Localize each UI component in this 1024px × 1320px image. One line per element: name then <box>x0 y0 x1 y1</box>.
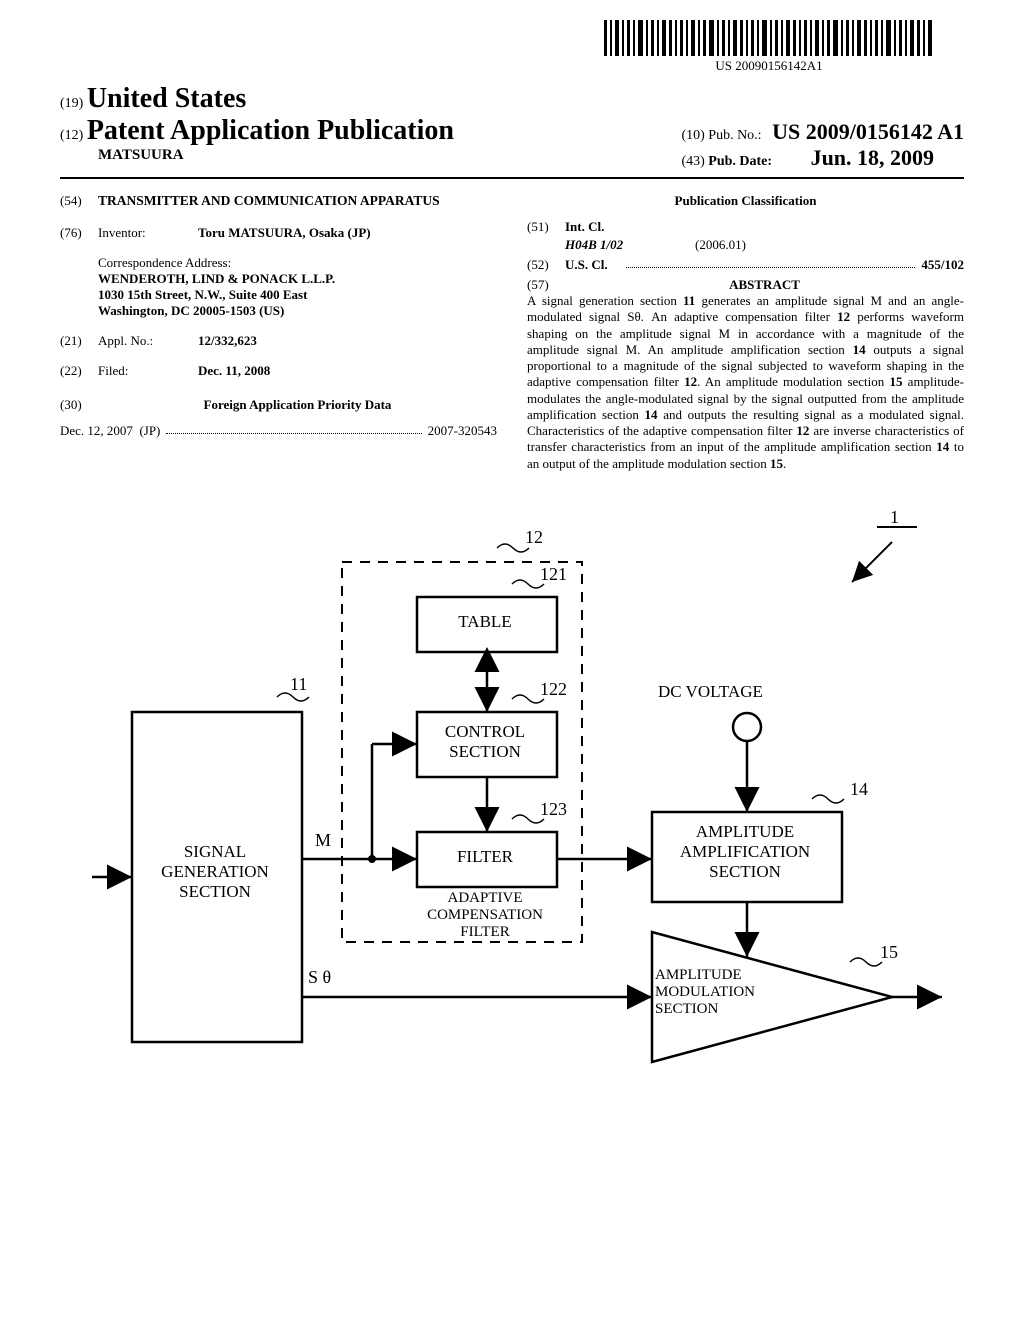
uscl-val: 455/102 <box>921 257 964 273</box>
prio-header: Foreign Application Priority Data <box>98 397 497 413</box>
fig-ref-14: 14 <box>850 779 868 800</box>
header-right: (10) Pub. No.: US 2009/0156142 A1 (43) P… <box>681 119 964 171</box>
header-pub-title: Patent Application Publication <box>87 115 454 146</box>
abstract-num: (57) <box>527 277 565 293</box>
abstract-header-row: (57) ABSTRACT <box>527 277 964 293</box>
filed-val: Dec. 11, 2008 <box>198 363 497 379</box>
prio-country: (JP) <box>139 423 160 439</box>
prio-date: Dec. 12, 2007 <box>60 423 133 439</box>
inventor-label: Inventor: <box>98 225 198 241</box>
corr-name: WENDEROTH, LIND & PONACK L.L.P. <box>98 271 497 287</box>
corr-addr1: 1030 15th Street, N.W., Suite 400 East <box>98 287 497 303</box>
header-country: United States <box>87 83 246 114</box>
pubno-num: (10) <box>681 128 704 143</box>
fig-ref-15: 15 <box>880 942 898 963</box>
pubdate-label: Pub. Date: <box>708 154 772 169</box>
fig-box-acf: ADAPTIVECOMPENSATIONFILTER <box>405 890 565 941</box>
inventor-num: (76) <box>60 225 98 241</box>
fig-ref-121: 121 <box>540 564 567 585</box>
fig-box-table: TABLE <box>415 612 555 632</box>
fig-label-stheta: S θ <box>308 967 331 988</box>
intcl-num: (51) <box>527 219 565 235</box>
corr-addr2: Washington, DC 20005-1503 (US) <box>98 303 497 319</box>
header-line2: (12) Patent Application Publication MATS… <box>60 115 964 171</box>
inventor-val: Toru MATSUURA, Osaka (JP) <box>198 225 497 241</box>
pub-class-header: Publication Classification <box>527 193 964 209</box>
appl-label: Appl. No.: <box>98 333 198 349</box>
fig-box-filter: FILTER <box>415 847 555 867</box>
uscl-num: (52) <box>527 257 565 273</box>
barcode-svg <box>604 20 934 56</box>
header: (19) United States (12) Patent Applicati… <box>60 83 964 171</box>
fig-label-dc: DC VOLTAGE <box>658 682 763 702</box>
header-left: (12) Patent Application Publication MATS… <box>60 115 454 164</box>
uscl-row: (52) U.S. Cl. 455/102 <box>527 257 964 273</box>
appl-num: (21) <box>60 333 98 349</box>
left-column: (54) TRANSMITTER AND COMMUNICATION APPAR… <box>60 193 497 472</box>
fig-ref-122: 122 <box>540 679 567 700</box>
fig-box-ampmod: AMPLITUDEMODULATIONSECTION <box>655 967 805 1018</box>
uscl-dots <box>626 257 915 268</box>
header-line1: (19) United States <box>60 83 964 115</box>
fig-ref-1: 1 <box>890 507 899 528</box>
prio-num: (30) <box>60 397 98 413</box>
right-column: Publication Classification (51) Int. Cl.… <box>527 193 964 472</box>
intcl-code-row: H04B 1/02 (2006.01) <box>565 237 964 253</box>
filed-row: (22) Filed: Dec. 11, 2008 <box>60 363 497 379</box>
correspondence-address: Correspondence Address: WENDEROTH, LIND … <box>98 255 497 319</box>
inventor-row: (76) Inventor: Toru MATSUURA, Osaka (JP) <box>60 225 497 241</box>
barcode-text: US 20090156142A1 <box>604 58 934 74</box>
pubdate-val: Jun. 18, 2009 <box>811 145 934 170</box>
header-num-12: (12) <box>60 128 83 143</box>
abstract-body: A signal generation section 11 generates… <box>527 293 964 472</box>
filed-num: (22) <box>60 363 98 379</box>
appl-row: (21) Appl. No.: 12/332,623 <box>60 333 497 349</box>
title-row: (54) TRANSMITTER AND COMMUNICATION APPAR… <box>60 193 497 209</box>
pubno-val: US 2009/0156142 A1 <box>772 119 964 144</box>
prio-val: 2007-320543 <box>428 423 497 439</box>
barcode: US 20090156142A1 <box>604 20 934 74</box>
figure: 1 11 12 121 122 123 14 15 M S θ DC VOLTA… <box>60 502 964 1122</box>
appl-val: 12/332,623 <box>198 333 497 349</box>
filed-label: Filed: <box>98 363 198 379</box>
intcl-label: Int. Cl. <box>565 219 604 235</box>
fig-ref-11: 11 <box>290 674 307 695</box>
barcode-area: US 20090156142A1 <box>60 20 934 75</box>
header-rule <box>60 177 964 179</box>
fig-box-control: CONTROLSECTION <box>415 722 555 762</box>
header-num-19: (19) <box>60 96 83 111</box>
figure-svg <box>60 502 964 1122</box>
fig-box-siggen: SIGNALGENERATIONSECTION <box>130 842 300 902</box>
pubdate-num: (43) <box>681 154 704 169</box>
invention-title: TRANSMITTER AND COMMUNICATION APPARATUS <box>98 193 440 209</box>
biblio-columns: (54) TRANSMITTER AND COMMUNICATION APPAR… <box>60 193 964 472</box>
fig-box-ampamp: AMPLITUDEAMPLIFICATIONSECTION <box>650 822 840 882</box>
title-num: (54) <box>60 193 98 209</box>
prio-header-row: (30) Foreign Application Priority Data <box>60 397 497 413</box>
pubno-label: Pub. No.: <box>708 128 761 143</box>
fig-ref-123: 123 <box>540 799 567 820</box>
prio-dots <box>166 423 421 434</box>
intcl-row: (51) Int. Cl. <box>527 219 964 235</box>
abstract-header: ABSTRACT <box>565 277 964 293</box>
uscl-label: U.S. Cl. <box>565 257 620 273</box>
intcl-date: (2006.01) <box>695 237 746 253</box>
fig-ref-12: 12 <box>525 527 543 548</box>
prio-data-row: Dec. 12, 2007 (JP) 2007-320543 <box>60 423 497 439</box>
fig-label-m: M <box>315 830 331 851</box>
corr-label: Correspondence Address: <box>98 255 497 271</box>
header-author: MATSUURA <box>98 147 454 164</box>
intcl-code: H04B 1/02 <box>565 237 695 253</box>
